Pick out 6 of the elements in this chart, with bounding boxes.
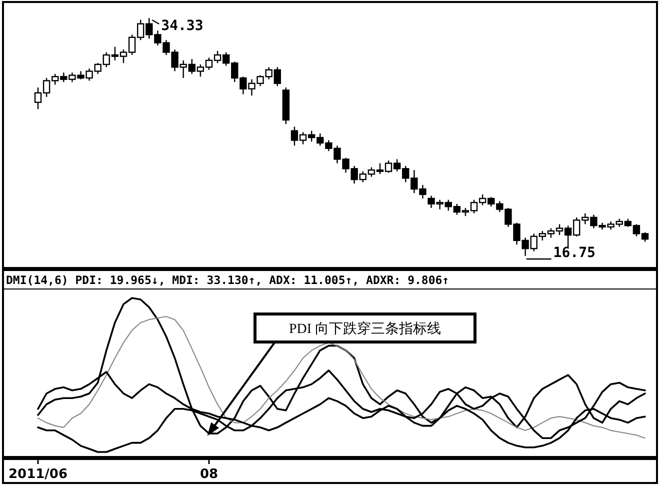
chart-title: DMI(14,6) PDI: 19.965↓, MDI: 33.130↑, ADX: 11.005↑, ADXR: 9.806↑ — [6, 273, 450, 287]
x-tick-label: 2011/06 — [8, 467, 68, 482]
annotation: PDI 向下跌穿三条指标线 — [288, 321, 442, 337]
annotation: 34.33 — [161, 18, 204, 34]
annotation: 16.75 — [553, 245, 596, 261]
x-tick-label: 08 — [200, 467, 218, 482]
